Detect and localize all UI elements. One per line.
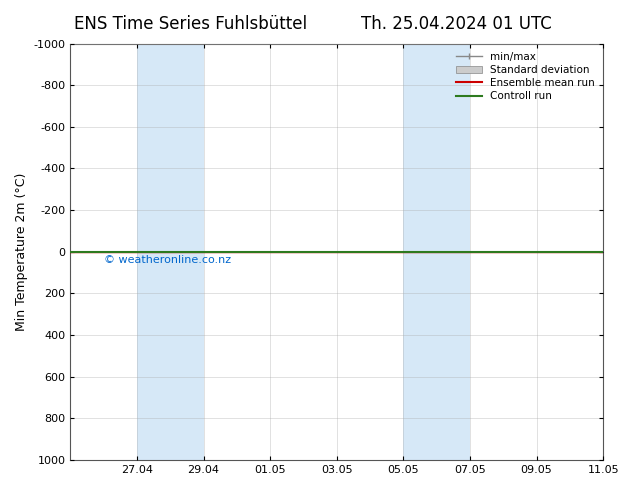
- Bar: [137, 44, 204, 460]
- Text: © weatheronline.co.nz: © weatheronline.co.nz: [104, 255, 231, 265]
- Bar: [403, 44, 470, 460]
- Legend: min/max, Standard deviation, Ensemble mean run, Controll run: min/max, Standard deviation, Ensemble me…: [453, 49, 598, 104]
- Y-axis label: Min Temperature 2m (°C): Min Temperature 2m (°C): [15, 172, 28, 331]
- Text: Th. 25.04.2024 01 UTC: Th. 25.04.2024 01 UTC: [361, 15, 552, 33]
- Text: ENS Time Series Fuhlsbüttel: ENS Time Series Fuhlsbüttel: [74, 15, 307, 33]
